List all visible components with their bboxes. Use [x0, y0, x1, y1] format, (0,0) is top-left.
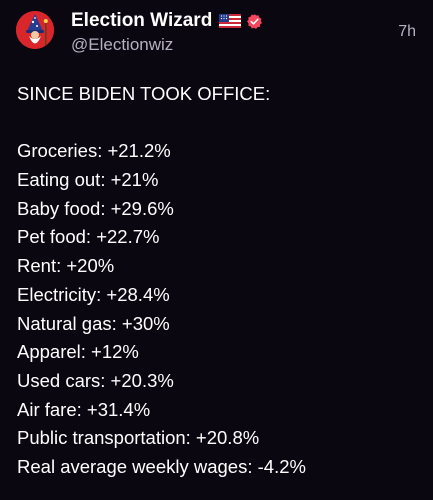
stat-line-real-weekly-wages: Real average weekly wages: -4.2%: [17, 455, 306, 477]
stat-line-electricity: Electricity: +28.4%: [17, 283, 170, 305]
post-body: SINCE BIDEN TOOK OFFICE: Groceries: +21.…: [17, 80, 422, 482]
post-timestamp[interactable]: 7h: [398, 23, 416, 40]
stat-line-baby-food: Baby food: +29.6%: [17, 197, 174, 219]
avatar[interactable]: [16, 11, 54, 49]
verified-badge-icon: [246, 13, 263, 30]
stat-line-groceries: Groceries: +21.2%: [17, 140, 171, 162]
stat-line-eating-out: Eating out: +21%: [17, 169, 159, 191]
stat-line-pet-food: Pet food: +22.7%: [17, 226, 160, 248]
author-name-row[interactable]: Election Wizard: [71, 10, 263, 32]
stat-line-apparel: Apparel: +12%: [17, 341, 139, 363]
stat-line-natural-gas: Natural gas: +30%: [17, 312, 170, 334]
stat-line-used-cars: Used cars: +20.3%: [17, 369, 174, 391]
author-handle[interactable]: @Electionwiz: [71, 35, 174, 54]
blank-line: [17, 109, 422, 138]
us-flag-icon: [219, 14, 242, 28]
author-display-name[interactable]: Election Wizard: [71, 10, 213, 31]
stat-line-air-fare: Air fare: +31.4%: [17, 398, 151, 420]
post-headline: SINCE BIDEN TOOK OFFICE:: [17, 83, 271, 104]
stat-line-rent: Rent: +20%: [17, 255, 115, 277]
stat-line-public-transportation: Public transportation: +20.8%: [17, 427, 260, 449]
wizard-avatar-icon: [16, 11, 54, 49]
